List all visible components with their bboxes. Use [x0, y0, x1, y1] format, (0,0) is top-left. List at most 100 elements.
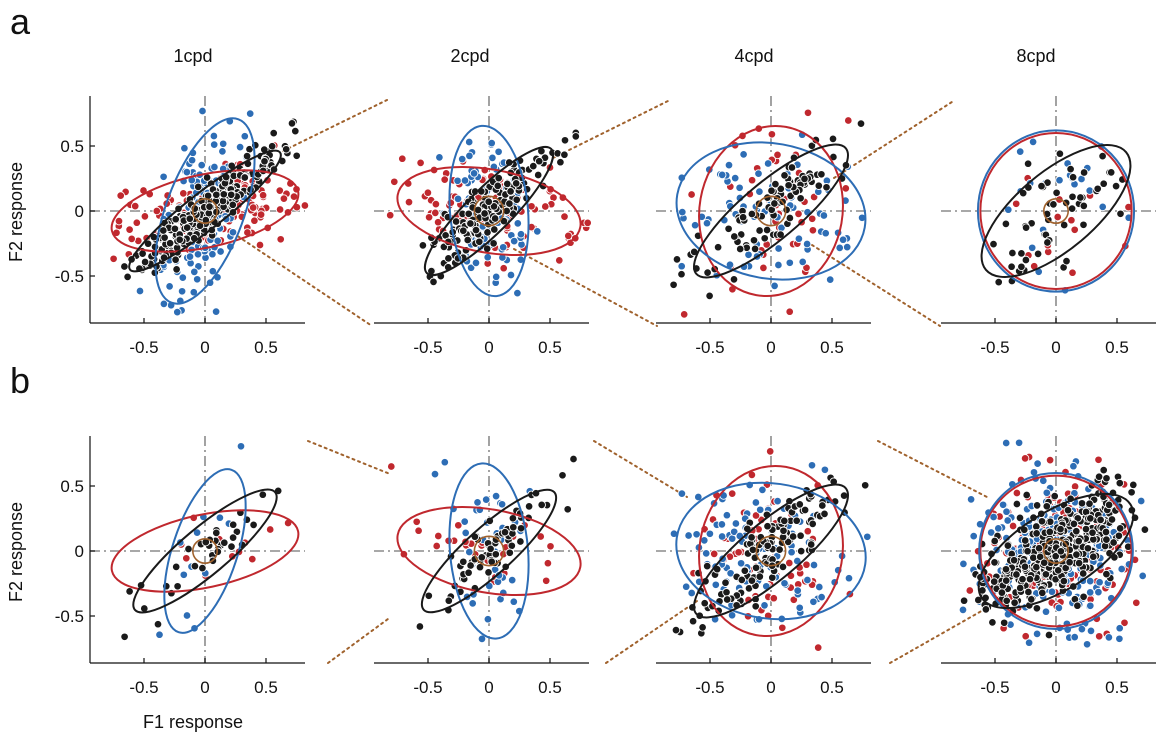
data-point-black — [533, 170, 543, 180]
panel-label-a: a — [10, 1, 31, 42]
data-point-black — [1099, 465, 1108, 475]
data-point-black — [1074, 558, 1084, 568]
data-point-blue — [751, 498, 761, 507]
data-point-black — [171, 255, 180, 264]
data-point-blue — [730, 173, 740, 183]
data-point-blue — [1098, 202, 1107, 212]
data-point-black — [1116, 209, 1125, 219]
data-point-black — [988, 618, 997, 627]
covariance-ellipse-red — [110, 169, 300, 253]
column-title-2cpd: 2cpd — [450, 46, 489, 66]
panel-b-2cpd: -0.5 0 0.5 — [374, 436, 589, 697]
data-point-black — [738, 212, 748, 222]
data-point-blue — [159, 172, 168, 182]
data-point-black — [120, 632, 129, 642]
data-point-blue — [453, 194, 463, 204]
zoom-connector-line — [811, 244, 941, 327]
data-point-black — [1086, 514, 1095, 523]
data-point-black — [291, 126, 300, 136]
covariance-ellipse-black — [693, 143, 849, 279]
data-point-black — [735, 244, 745, 254]
data-point-blue — [795, 603, 804, 613]
x-tick-label: 0 — [484, 678, 493, 697]
data-point-black — [1027, 595, 1036, 604]
data-point-blue — [1039, 476, 1048, 486]
data-point-black — [1079, 168, 1089, 177]
data-point-blue — [155, 630, 164, 639]
zoom-connector-line — [889, 608, 986, 664]
x-tick-label: -0.5 — [695, 678, 724, 697]
data-point-blue — [793, 586, 802, 595]
data-point-blue — [1070, 632, 1079, 642]
data-point-blue — [468, 599, 477, 608]
data-point-red — [785, 307, 794, 316]
covariance-ellipse-black — [980, 144, 1132, 278]
data-point-black — [493, 181, 503, 191]
data-point-black — [1079, 220, 1088, 230]
data-point-blue — [1014, 438, 1024, 448]
data-point-black — [1066, 164, 1075, 174]
data-point-blue — [488, 153, 497, 163]
data-point-black — [672, 255, 682, 264]
data-point-red — [454, 521, 463, 530]
data-point-red — [773, 150, 782, 160]
data-point-red — [431, 208, 440, 218]
data-point-black — [856, 119, 866, 128]
data-point-blue — [1095, 577, 1104, 587]
data-point-blue — [192, 528, 202, 537]
data-point-red — [1045, 455, 1055, 465]
data-point-black — [1037, 517, 1047, 526]
data-point-black — [808, 519, 817, 529]
data-point-black — [509, 523, 518, 532]
data-point-red — [130, 201, 140, 211]
data-point-black — [1052, 188, 1061, 198]
data-point-black — [227, 542, 236, 551]
data-point-blue — [465, 151, 474, 161]
data-point-blue — [1047, 587, 1057, 596]
data-point-blue — [773, 496, 782, 506]
data-point-black — [669, 280, 678, 290]
data-point-blue — [739, 150, 748, 159]
x-tick-label: 0.5 — [1105, 678, 1129, 697]
covariance-ellipse-red — [979, 474, 1133, 628]
data-point-black — [1010, 598, 1019, 607]
x-tick-label: 0 — [484, 338, 493, 357]
data-point-red — [258, 190, 268, 200]
data-point-blue — [1094, 587, 1103, 597]
data-point-black — [1025, 574, 1035, 584]
data-point-black — [729, 275, 739, 284]
data-point-blue — [465, 547, 474, 557]
data-point-black — [172, 265, 181, 274]
noise-circle-brown — [755, 195, 787, 227]
data-point-black — [1063, 505, 1073, 515]
data-point-blue — [819, 211, 829, 220]
data-point-red — [844, 116, 853, 125]
data-point-red — [759, 263, 768, 273]
data-point-black — [484, 197, 493, 206]
data-point-black — [724, 224, 733, 234]
data-point-black — [814, 181, 824, 190]
data-point-black — [1096, 515, 1105, 525]
data-point-red — [1070, 225, 1079, 235]
data-point-red — [300, 201, 310, 210]
data-point-black — [193, 182, 203, 192]
data-point-black — [721, 578, 730, 587]
data-point-blue — [735, 183, 744, 193]
data-point-red — [412, 517, 421, 527]
data-point-black — [159, 226, 168, 235]
data-point-red — [248, 203, 258, 212]
data-point-black — [722, 595, 732, 604]
data-point-black — [999, 618, 1009, 628]
data-point-black — [125, 587, 134, 596]
data-point-black — [762, 225, 772, 235]
data-point-blue — [211, 307, 221, 316]
data-point-red — [434, 531, 443, 541]
data-point-black — [1094, 472, 1104, 481]
noise-circle-brown — [1043, 537, 1070, 564]
data-point-red — [765, 447, 775, 456]
data-point-black — [228, 200, 238, 210]
data-point-black — [1024, 587, 1033, 597]
data-point-blue — [1028, 137, 1038, 147]
data-point-blue — [959, 559, 968, 569]
data-point-red — [546, 542, 555, 551]
